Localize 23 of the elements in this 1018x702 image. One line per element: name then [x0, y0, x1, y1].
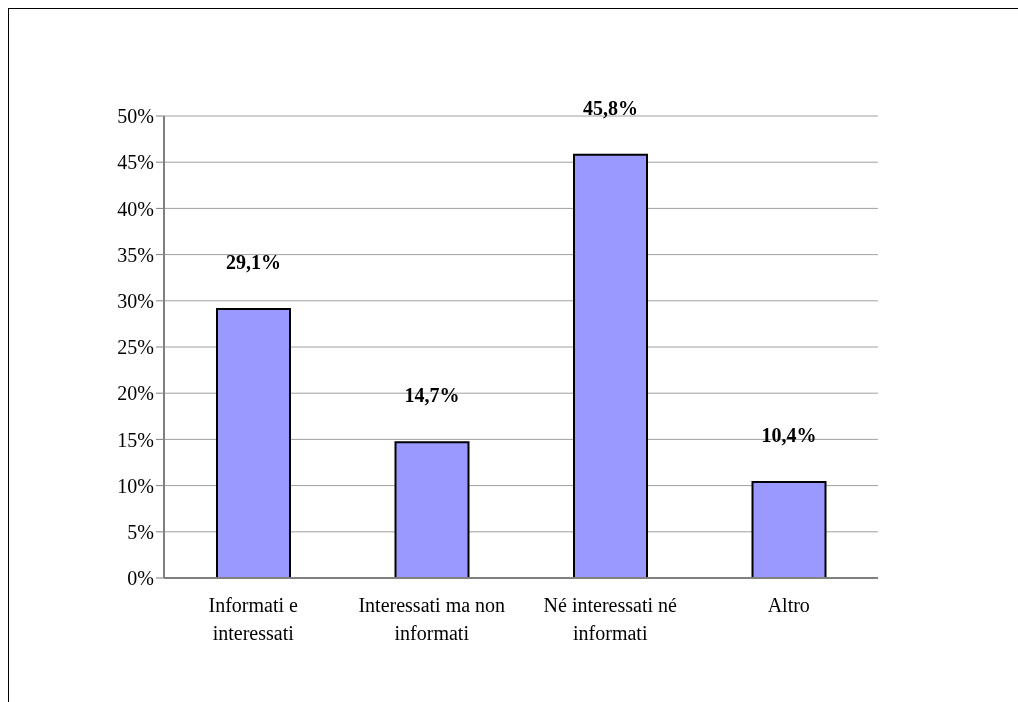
- y-tick-label: 40%: [117, 197, 154, 220]
- y-tick-label: 25%: [117, 336, 154, 359]
- bar: [394, 441, 470, 578]
- x-tick-label: Informati e interessati: [208, 594, 299, 645]
- y-tick-label: 50%: [117, 105, 154, 128]
- y-tick-label: 45%: [117, 151, 154, 174]
- data-label: 29,1%: [226, 251, 281, 274]
- data-label: 10,4%: [761, 423, 817, 446]
- x-tick-label: Né interessati né informati: [543, 594, 678, 645]
- y-tick-label: 5%: [127, 520, 154, 543]
- bar: [573, 153, 648, 578]
- y-tick-label: 35%: [117, 243, 154, 266]
- data-label: 14,7%: [404, 384, 460, 407]
- bar: [751, 480, 827, 578]
- data-label: 45,8%: [583, 96, 638, 119]
- bar: [216, 308, 291, 578]
- y-tick-label: 15%: [117, 428, 154, 451]
- x-tick-label: Altro: [767, 594, 810, 617]
- y-tick-label: 30%: [117, 289, 154, 312]
- y-tick-label: 10%: [117, 474, 154, 497]
- y-tick-label: 0%: [127, 567, 154, 590]
- x-tick-label: Interessati ma non informati: [358, 594, 506, 645]
- y-tick-label: 20%: [117, 382, 154, 405]
